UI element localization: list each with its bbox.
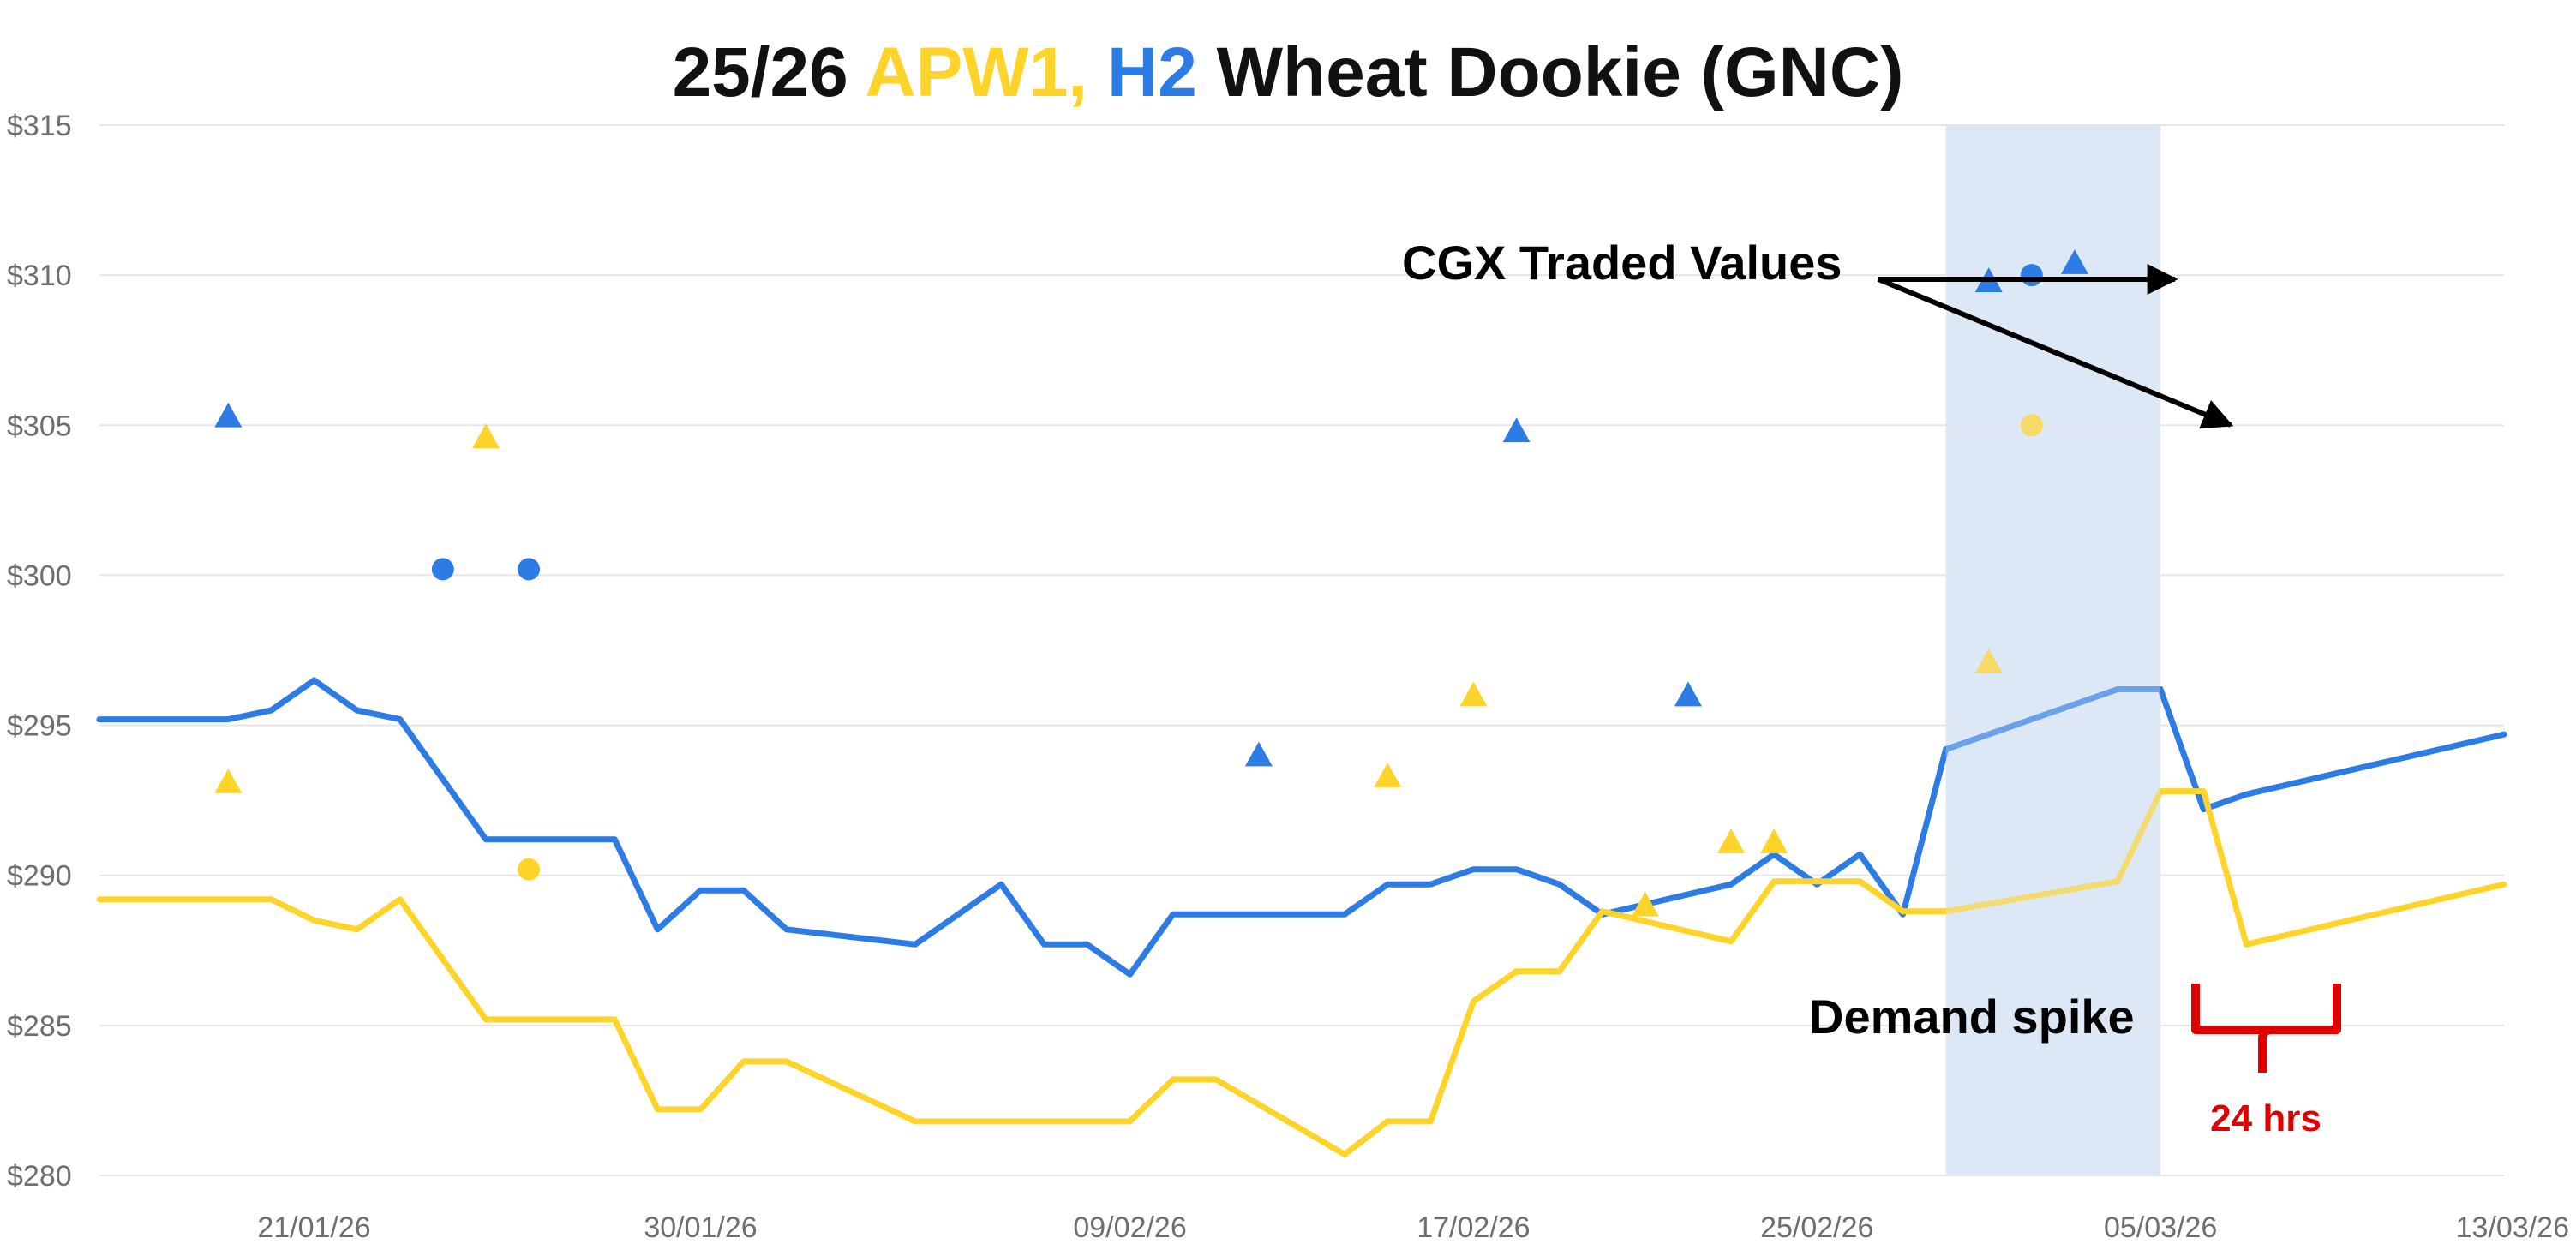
apw1-triangle-marker xyxy=(1760,828,1788,853)
y-tick-label: $285 xyxy=(7,1010,72,1043)
highlight-band-layer xyxy=(1945,125,2161,1175)
cgx-traded-values-label: CGX Traded Values xyxy=(1402,236,1842,290)
h2-circle-marker xyxy=(518,558,541,581)
apw1-circle-marker xyxy=(2020,414,2043,437)
chart-title: 25/26 APW1, H2 Wheat Dookie (GNC) xyxy=(0,26,2576,120)
apw1-triangle-marker xyxy=(1974,649,2003,673)
apw1-triangle-marker xyxy=(1374,763,1402,787)
series-lines xyxy=(96,125,2507,1175)
y-axis: $280 $285 $290 $295 $300 $305 $310 $315 xyxy=(7,110,72,1193)
x-tick-label: 05/03/26 xyxy=(2104,1211,2217,1244)
apw1-triangle-marker xyxy=(214,769,243,793)
apw1-triangle-marker xyxy=(471,423,500,449)
h2-triangle-marker xyxy=(1502,417,1531,443)
apw1-triangle-marker xyxy=(1459,681,1488,707)
h2-triangle-marker xyxy=(1674,681,1702,707)
y-tick-label: $315 xyxy=(7,110,72,142)
grid-layer xyxy=(99,124,2504,1176)
x-tick-label: 21/01/26 xyxy=(257,1211,370,1244)
y-tick-label: $310 xyxy=(7,260,72,292)
x-tick-label: 17/02/26 xyxy=(1417,1211,1530,1244)
duration-label: 24 hrs xyxy=(2210,1098,2321,1139)
x-tick-label: 30/01/26 xyxy=(644,1211,757,1244)
y-tick-label: $305 xyxy=(7,410,72,442)
y-tick-label: $290 xyxy=(7,860,72,893)
y-tick-label: $295 xyxy=(7,710,72,743)
demand-spike-band xyxy=(1945,125,2161,1175)
cgx-arrow-to-apw1 xyxy=(1877,277,2234,429)
h2-circle-marker xyxy=(431,558,454,581)
h2-triangle-marker xyxy=(1244,741,1273,767)
x-tick-label: 09/02/26 xyxy=(1073,1211,1186,1244)
h2-line xyxy=(96,677,2507,978)
apw1-triangle-marker xyxy=(1717,828,1746,853)
h2-triangle-marker xyxy=(2060,249,2088,274)
y-tick-label: $280 xyxy=(7,1160,72,1193)
traded-value-markers xyxy=(214,249,2088,917)
apw1-line xyxy=(96,788,2507,1157)
h2-circle-marker xyxy=(2020,264,2043,287)
h2-triangle-marker xyxy=(214,402,243,428)
title-h2: H2 xyxy=(1107,33,1197,111)
demand-spike-brace xyxy=(2191,984,2341,1073)
x-tick-label: 25/02/26 xyxy=(1760,1211,1873,1244)
band-fade-overlay xyxy=(1945,125,2161,1175)
demand-spike-label: Demand spike xyxy=(1809,990,2135,1044)
x-axis: 21/01/26 30/01/26 09/02/26 17/02/26 25/02/26… xyxy=(257,1211,2569,1244)
apw1-circle-marker xyxy=(518,858,541,881)
y-tick-label: $300 xyxy=(7,559,72,592)
x-tick-label: 13/03/26 xyxy=(2456,1211,2569,1244)
title-prefix: 25/26 xyxy=(672,33,866,111)
title-suffix: Wheat Dookie (GNC) xyxy=(1196,33,1904,111)
title-apw1: APW1, xyxy=(865,33,1088,111)
apw1-triangle-marker xyxy=(1631,891,1659,917)
